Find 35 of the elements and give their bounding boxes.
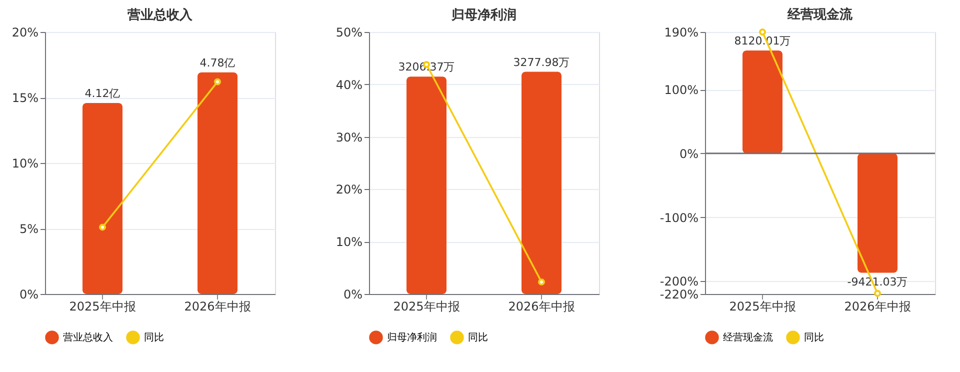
data-label: 3277.98万: [513, 56, 570, 69]
x-tick-label: 2026年中报: [508, 300, 575, 314]
y-tick-label: 20%: [12, 26, 38, 40]
legend-label: 同比: [804, 331, 824, 344]
y-tick-label: 30%: [336, 130, 362, 144]
chart-title: 营业总收入: [126, 7, 194, 23]
x-tick-label: 2026年中报: [184, 300, 251, 314]
y-tick-label: 10%: [12, 156, 38, 170]
y-tick-label: -220%: [660, 288, 698, 302]
x-tick-label: 2025年中报: [69, 300, 136, 314]
y-tick-label: 0%: [19, 288, 38, 302]
y-tick-label: 15%: [12, 91, 38, 105]
legend-label: 归母净利润: [387, 331, 437, 344]
legend-label: 营业总收入: [63, 331, 113, 344]
data-label: 4.12亿: [84, 86, 120, 100]
x-tick-label: 2025年中报: [393, 300, 460, 314]
chart-title: 经营现金流: [786, 6, 854, 22]
legend-label: 经营现金流: [723, 331, 773, 344]
y-tick-label: 100%: [664, 83, 698, 98]
data-label: 4.78亿: [200, 56, 236, 70]
y-tick-label: -100%: [660, 210, 698, 225]
y-tick-label: 50%: [336, 26, 362, 40]
y-tick-label: 0%: [679, 146, 698, 161]
legend-label: 同比: [468, 331, 488, 344]
chart-title: 归母净利润: [450, 7, 516, 23]
x-tick-label: 2026年中报: [844, 300, 911, 314]
y-tick-label: 10%: [336, 235, 362, 250]
y-tick-label: 40%: [336, 78, 362, 92]
y-tick-label: 20%: [336, 182, 362, 197]
y-tick-label: -200%: [660, 274, 698, 289]
y-tick-label: 5%: [19, 222, 38, 236]
legend-label: 同比: [144, 331, 164, 344]
y-tick-label: 0%: [343, 288, 362, 302]
y-tick-label: 190%: [664, 26, 698, 40]
x-tick-label: 2025年中报: [729, 300, 796, 314]
